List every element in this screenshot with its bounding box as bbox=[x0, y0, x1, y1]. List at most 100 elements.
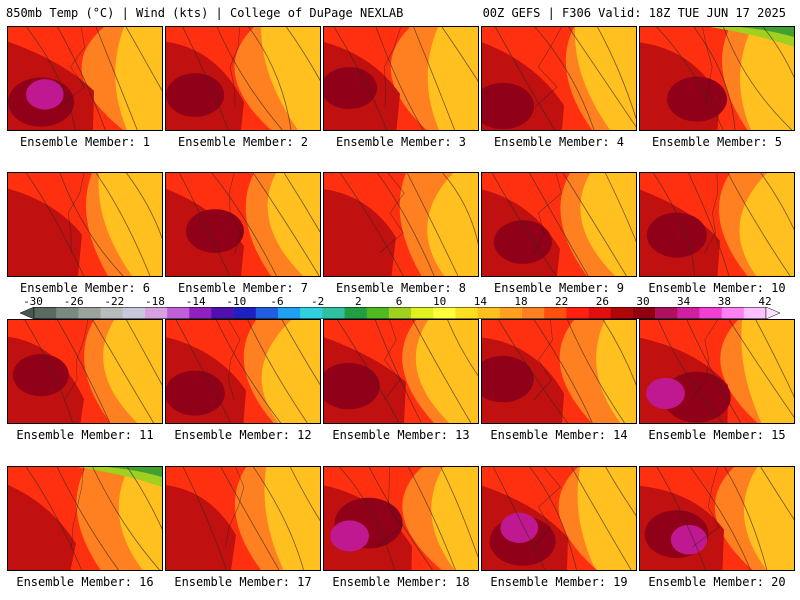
contour-line bbox=[126, 320, 162, 386]
contour-line bbox=[686, 320, 742, 423]
contour-line bbox=[377, 173, 435, 276]
contour-line bbox=[693, 27, 736, 130]
colorbar-swatch bbox=[300, 307, 323, 319]
contour-line bbox=[368, 467, 433, 570]
border-line bbox=[534, 27, 562, 108]
contour-line bbox=[57, 320, 111, 423]
colorbar-low-arrow bbox=[20, 307, 35, 319]
contour-line bbox=[26, 27, 76, 130]
contour-line bbox=[406, 173, 459, 276]
extreme-core bbox=[646, 212, 707, 258]
colorbar-swatch bbox=[610, 307, 634, 319]
contour-line bbox=[727, 173, 791, 276]
extreme-core bbox=[482, 355, 534, 403]
contour-line bbox=[408, 467, 456, 570]
ensemble-member-label: Ensemble Member: 17 bbox=[174, 575, 312, 589]
colorbar-swatch bbox=[455, 307, 478, 319]
colorbar-tick-label: 30 bbox=[636, 295, 650, 308]
contour-line bbox=[56, 467, 119, 570]
contour-line bbox=[602, 320, 636, 386]
temperature-field-map bbox=[482, 320, 636, 423]
contour-line bbox=[374, 320, 422, 423]
ensemble-member-label: Ensemble Member: 12 bbox=[174, 428, 312, 442]
colorbar-tick-label: -30 bbox=[23, 295, 43, 308]
contour-line bbox=[571, 467, 632, 570]
contour-line bbox=[562, 173, 627, 276]
contour-line bbox=[495, 27, 556, 130]
border-line bbox=[228, 320, 241, 401]
border-line bbox=[229, 27, 241, 108]
contour-line bbox=[688, 173, 730, 276]
extreme-heat-field bbox=[8, 484, 76, 570]
colorbar-swatch bbox=[211, 307, 234, 319]
contour-line bbox=[534, 27, 595, 130]
colorbar-tick-label: 10 bbox=[433, 295, 447, 308]
ensemble-map-panel bbox=[165, 26, 321, 131]
cooler-air-corner bbox=[108, 467, 162, 477]
extreme-core bbox=[166, 370, 225, 416]
colorbar-svg bbox=[20, 307, 780, 319]
contour-line bbox=[653, 173, 695, 276]
contour-line bbox=[690, 467, 751, 570]
contour-line bbox=[92, 467, 160, 570]
colorbar-swatch bbox=[632, 307, 656, 319]
cool-air-corner bbox=[78, 467, 162, 487]
temperature-field-map bbox=[8, 173, 162, 276]
ensemble-member-label: Ensemble Member: 18 bbox=[332, 575, 470, 589]
border-line bbox=[534, 173, 562, 254]
colorbar-swatch bbox=[167, 307, 190, 319]
contour-line bbox=[440, 467, 478, 558]
temperature-field-map bbox=[166, 27, 320, 130]
colorbar-swatch bbox=[144, 307, 168, 319]
colorbar-tick-label: -26 bbox=[63, 295, 84, 308]
contour-line bbox=[728, 320, 794, 418]
ensemble-map-panel bbox=[323, 26, 479, 131]
record-heat-core bbox=[26, 79, 64, 110]
contour-line bbox=[533, 320, 593, 423]
contour-line bbox=[441, 27, 478, 82]
ensemble-map-panel bbox=[481, 26, 637, 131]
contour-line bbox=[92, 320, 155, 423]
ensemble-map-panel bbox=[165, 172, 321, 277]
ensemble-member-label: Ensemble Member: 16 bbox=[16, 575, 154, 589]
cool-air-corner bbox=[710, 27, 794, 47]
temperature-field-map bbox=[324, 320, 478, 423]
colorbar-tick-label: 14 bbox=[473, 295, 487, 308]
contour-line bbox=[59, 173, 124, 276]
ensemble-map-panel bbox=[165, 466, 321, 571]
ensemble-map-panel bbox=[639, 319, 795, 424]
ensemble-member-label: Ensemble Member: 10 bbox=[648, 281, 786, 295]
ensemble-map-panel bbox=[639, 466, 795, 571]
colorbar-swatch bbox=[56, 307, 79, 319]
contour-line bbox=[604, 173, 636, 243]
cooler-air-corner bbox=[740, 27, 794, 37]
extreme-core bbox=[493, 220, 552, 264]
colorbar-swatch bbox=[388, 307, 412, 319]
contour-line bbox=[220, 467, 280, 570]
temperature-field-map bbox=[640, 173, 794, 276]
contour-line bbox=[252, 173, 320, 276]
contour-line bbox=[658, 320, 724, 423]
temperature-colorbar bbox=[20, 307, 780, 319]
colorbar-tick-label: 26 bbox=[595, 295, 609, 308]
colorbar-swatch bbox=[743, 307, 767, 319]
temperature-field-map bbox=[482, 467, 636, 570]
ensemble-member-label: Ensemble Member: 19 bbox=[490, 575, 628, 589]
ensemble-member-label: Ensemble Member: 7 bbox=[177, 281, 309, 295]
ensemble-member-label: Ensemble Member: 15 bbox=[648, 428, 786, 442]
border-line bbox=[704, 173, 718, 254]
ensemble-map-panel bbox=[7, 319, 163, 424]
border-line bbox=[376, 467, 403, 548]
border-line bbox=[533, 320, 553, 401]
ensemble-member-label: Ensemble Member: 4 bbox=[493, 135, 625, 149]
colorbar-swatch bbox=[122, 307, 146, 319]
ensemble-member-label: Ensemble Member: 20 bbox=[648, 575, 786, 589]
temperature-field-map bbox=[482, 173, 636, 276]
contour-line bbox=[25, 173, 85, 276]
temperature-field-map bbox=[324, 173, 478, 276]
colorbar-tick-label: -10 bbox=[226, 295, 247, 308]
colorbar-high-arrow bbox=[765, 307, 780, 319]
ensemble-map-panel bbox=[481, 172, 637, 277]
contour-line bbox=[760, 467, 794, 521]
contour-line bbox=[216, 27, 283, 130]
